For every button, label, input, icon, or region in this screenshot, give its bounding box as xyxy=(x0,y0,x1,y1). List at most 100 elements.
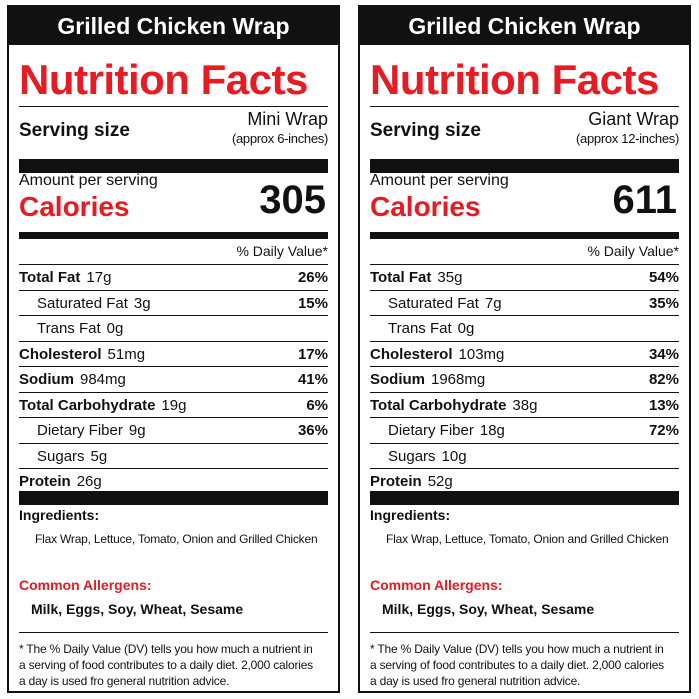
nutrient-name: Dietary Fiber xyxy=(37,422,123,439)
calories-label: Calories xyxy=(370,191,481,222)
row-divider xyxy=(370,417,679,418)
nutrient-row: Sodium 1968mg 82% xyxy=(370,367,679,392)
nutrient-name: Trans Fat xyxy=(37,320,101,337)
nutrient-row: Cholesterol 51mg 17% xyxy=(19,342,328,367)
nutrient-row: Total Carbohydrate 19g 6% xyxy=(19,393,328,418)
nutrient-amount: 3g xyxy=(133,294,151,312)
nutrient-row: Sodium 984mg 41% xyxy=(19,367,328,392)
nutrient-row: Protein 26g xyxy=(19,469,328,494)
row-divider xyxy=(370,340,679,342)
nutrient-name: Trans Fat xyxy=(388,320,452,337)
row-divider xyxy=(19,391,328,393)
row-divider xyxy=(370,442,679,444)
nutrient-daily-value: 34% xyxy=(648,345,679,363)
row-divider xyxy=(370,315,679,316)
nutrient-name: Sugars xyxy=(388,447,436,465)
row-divider xyxy=(19,417,328,418)
nutrient-name: Total Carbohydrate xyxy=(19,396,156,414)
nutrient-amount: 1968mg xyxy=(431,371,486,388)
daily-value-footnote: * The % Daily Value (DV) tells you how m… xyxy=(19,641,328,689)
footnote-line: a day is used fro general nutrition advi… xyxy=(370,674,581,688)
nutrient-row: Total Fat 35g 54% xyxy=(370,265,679,290)
nutrition-label-giant: Grilled Chicken Wrap Nutrition Facts Ser… xyxy=(358,5,691,693)
nutrient-row: Sugars 5g xyxy=(19,444,328,469)
nutrient-amount: 51mg xyxy=(107,345,146,363)
nutrient-amount: 984mg xyxy=(80,371,126,388)
footnote-line: * The % Daily Value (DV) tells you how m… xyxy=(370,642,664,656)
allergens-label: Common Allergens: xyxy=(19,577,152,593)
nutrient-name: Sugars xyxy=(37,447,85,465)
nutrient-row: Dietary Fiber 9g 36% xyxy=(19,418,328,443)
row-divider xyxy=(19,315,328,316)
row-divider xyxy=(19,340,328,342)
row-divider xyxy=(19,366,328,367)
ingredients-label: Ingredients: xyxy=(370,507,451,523)
divider xyxy=(19,106,328,107)
divider-mid xyxy=(370,232,679,239)
nutrient-amount: 5g xyxy=(90,447,108,465)
nutrient-amount: 10g xyxy=(441,447,467,465)
nutrient-name: Sodium xyxy=(370,371,425,388)
nutrient-name: Total Fat xyxy=(370,269,432,286)
nutrient-row: Total Fat 17g 26% xyxy=(19,265,328,290)
nutrient-name: Protein xyxy=(19,473,71,490)
nutrient-name: Cholesterol xyxy=(370,345,453,363)
nutrient-row: Sugars 10g xyxy=(370,444,679,469)
nutrient-daily-value: 41% xyxy=(297,371,328,388)
nutrient-name: Saturated Fat xyxy=(37,294,128,312)
allergens-text: Milk, Eggs, Soy, Wheat, Sesame xyxy=(382,601,595,617)
nutrient-amount: 26g xyxy=(76,473,102,490)
allergens-label: Common Allergens: xyxy=(370,577,503,593)
footnote-line: a serving of food contributes to a daily… xyxy=(370,658,664,672)
product-title: Grilled Chicken Wrap xyxy=(9,7,338,45)
row-divider xyxy=(19,468,328,469)
nutrient-amount: 19g xyxy=(161,396,187,414)
nutrient-name: Total Carbohydrate xyxy=(370,396,507,414)
divider-thick xyxy=(19,159,328,173)
footnote-line: a serving of food contributes to a daily… xyxy=(19,658,313,672)
calories-value: 611 xyxy=(612,178,677,222)
row-divider xyxy=(370,366,679,367)
divider xyxy=(370,632,679,633)
ingredients-text: Flax Wrap, Lettuce, Tomato, Onion and Gr… xyxy=(35,532,318,546)
nutrient-daily-value: 54% xyxy=(648,269,679,286)
row-divider xyxy=(19,289,328,291)
divider-thick xyxy=(19,491,328,505)
row-divider xyxy=(370,289,679,291)
serving-size-value: Giant Wrap xyxy=(588,109,679,129)
nutrient-amount: 7g xyxy=(484,294,502,312)
nutrient-name: Protein xyxy=(370,473,422,490)
nutrient-row: Trans Fat 0g xyxy=(370,316,679,341)
nutrient-amount: 103mg xyxy=(458,345,505,363)
nutrient-name: Dietary Fiber xyxy=(388,422,474,439)
nutrient-amount: 9g xyxy=(128,422,146,439)
footnote-line: a day is used fro general nutrition advi… xyxy=(19,674,230,688)
nutrient-row: Dietary Fiber 18g 72% xyxy=(370,418,679,443)
nutrient-name: Cholesterol xyxy=(19,345,102,363)
nutrition-facts-heading: Nutrition Facts xyxy=(19,56,308,103)
divider-thick xyxy=(370,159,679,173)
nutrient-name: Sodium xyxy=(19,371,74,388)
nutrient-amount: 35g xyxy=(437,269,463,286)
nutrient-row: Saturated Fat 7g 35% xyxy=(370,291,679,316)
product-title: Grilled Chicken Wrap xyxy=(360,7,689,45)
nutrient-name: Total Fat xyxy=(19,269,81,286)
row-divider xyxy=(19,264,328,265)
calories-label: Calories xyxy=(19,191,130,222)
nutrient-daily-value: 13% xyxy=(648,396,679,414)
ingredients-text: Flax Wrap, Lettuce, Tomato, Onion and Gr… xyxy=(386,532,669,546)
amount-per-serving-label: Amount per serving xyxy=(19,172,158,189)
divider-mid xyxy=(19,232,328,239)
amount-per-serving-label: Amount per serving xyxy=(370,172,509,189)
nutrition-facts-heading: Nutrition Facts xyxy=(370,56,659,103)
nutrient-amount: 38g xyxy=(512,396,538,414)
nutrient-row: Protein 52g xyxy=(370,469,679,494)
serving-size-value: Mini Wrap xyxy=(247,109,328,129)
nutrient-amount: 0g xyxy=(457,320,475,337)
ingredients-label: Ingredients: xyxy=(19,507,100,523)
nutrient-amount: 52g xyxy=(427,473,453,490)
serving-size-note: (approx 6-inches) xyxy=(231,131,328,146)
nutrient-daily-value: 15% xyxy=(297,294,328,312)
allergens-text: Milk, Eggs, Soy, Wheat, Sesame xyxy=(31,601,244,617)
nutrient-daily-value: 82% xyxy=(648,371,679,388)
